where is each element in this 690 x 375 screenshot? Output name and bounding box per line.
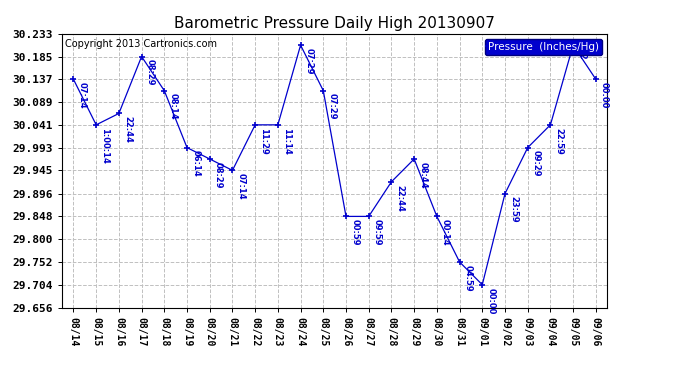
Title: Barometric Pressure Daily High 20130907: Barometric Pressure Daily High 20130907 xyxy=(174,16,495,31)
Pressure  (Inches/Hg) xyxy=(251,123,259,127)
Pressure  (Inches/Hg) xyxy=(433,214,441,219)
Text: 23:59: 23:59 xyxy=(509,196,518,223)
Text: Copyright 2013 Cartronics.com: Copyright 2013 Cartronics.com xyxy=(65,39,217,49)
Pressure  (Inches/Hg) xyxy=(319,88,328,93)
Text: 11:14: 11:14 xyxy=(282,128,291,154)
Text: 00:14: 00:14 xyxy=(441,219,450,246)
Text: 08:14: 08:14 xyxy=(168,93,177,120)
Line: Pressure  (Inches/Hg): Pressure (Inches/Hg) xyxy=(70,42,600,288)
Text: 07:29: 07:29 xyxy=(305,48,314,74)
Pressure  (Inches/Hg) xyxy=(569,43,578,47)
Pressure  (Inches/Hg) xyxy=(183,146,191,150)
Pressure  (Inches/Hg) xyxy=(478,282,486,287)
Pressure  (Inches/Hg) xyxy=(206,157,214,161)
Text: 09:59: 09:59 xyxy=(373,219,382,246)
Text: 22:44: 22:44 xyxy=(123,116,132,143)
Legend: Pressure  (Inches/Hg): Pressure (Inches/Hg) xyxy=(485,39,602,55)
Text: 09:29: 09:29 xyxy=(532,150,541,177)
Text: 22:44: 22:44 xyxy=(395,184,404,211)
Text: 08:44: 08:44 xyxy=(418,162,427,188)
Text: 00:00: 00:00 xyxy=(486,288,495,314)
Pressure  (Inches/Hg) xyxy=(592,77,600,81)
Pressure  (Inches/Hg) xyxy=(455,260,464,264)
Pressure  (Inches/Hg) xyxy=(342,214,350,219)
Text: 07:14: 07:14 xyxy=(237,173,246,200)
Text: 08:29: 08:29 xyxy=(214,162,223,188)
Pressure  (Inches/Hg) xyxy=(546,123,555,127)
Pressure  (Inches/Hg) xyxy=(137,54,146,59)
Pressure  (Inches/Hg) xyxy=(364,214,373,219)
Text: 11:29: 11:29 xyxy=(259,128,268,154)
Text: 04:59: 04:59 xyxy=(464,265,473,291)
Text: 12: 12 xyxy=(578,48,586,60)
Text: 1:00:14: 1:00:14 xyxy=(100,128,109,164)
Pressure  (Inches/Hg) xyxy=(92,123,100,127)
Pressure  (Inches/Hg) xyxy=(410,157,418,161)
Text: 00:00: 00:00 xyxy=(600,82,609,108)
Text: 22:59: 22:59 xyxy=(555,128,564,154)
Text: 06:14: 06:14 xyxy=(191,150,200,177)
Pressure  (Inches/Hg) xyxy=(69,77,77,81)
Pressure  (Inches/Hg) xyxy=(501,191,509,196)
Pressure  (Inches/Hg) xyxy=(228,168,237,172)
Text: 08:29: 08:29 xyxy=(146,59,155,86)
Text: 07:29: 07:29 xyxy=(328,93,337,120)
Pressure  (Inches/Hg) xyxy=(115,111,123,116)
Pressure  (Inches/Hg) xyxy=(160,88,168,93)
Pressure  (Inches/Hg) xyxy=(387,180,395,184)
Text: 00:59: 00:59 xyxy=(350,219,359,246)
Pressure  (Inches/Hg) xyxy=(274,123,282,127)
Pressure  (Inches/Hg) xyxy=(297,43,305,47)
Text: 07:14: 07:14 xyxy=(77,82,87,109)
Pressure  (Inches/Hg) xyxy=(524,146,532,150)
